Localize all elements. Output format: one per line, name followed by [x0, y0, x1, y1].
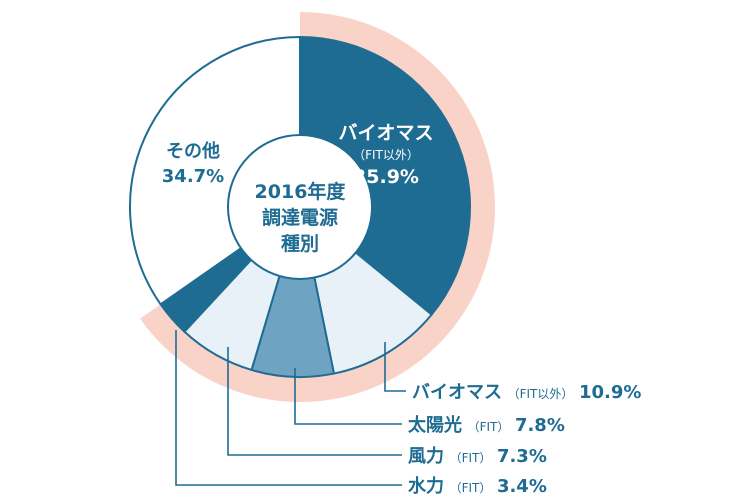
slice-labels-layer: バイオマス （FIT以外） 35.9% その他 34.7% バイオマス （FIT…: [162, 122, 642, 497]
leader-line-wind: [227, 347, 402, 456]
slice-other: [129, 36, 301, 306]
leader-line-hydro: [175, 330, 402, 486]
slice-label-other-name: その他: [166, 140, 220, 162]
external-label-hydro-sub: （FIT）: [450, 481, 492, 495]
external-label-wind: 風力 （FIT） 7.3%: [408, 446, 547, 467]
leader-line-biomass-fit: [384, 342, 406, 392]
external-label-biomass-fit-value: 10.9%: [579, 382, 641, 403]
external-label-solar: 太陽光 （FIT） 7.8%: [408, 414, 565, 436]
external-label-wind-value: 7.3%: [497, 446, 547, 467]
leader-lines-layer: [175, 330, 406, 486]
external-label-solar-sub: （FIT）: [468, 420, 510, 434]
external-label-biomass-fit-name: バイオマス: [412, 382, 502, 403]
external-label-wind-sub: （FIT）: [450, 451, 492, 465]
center-hole: [227, 134, 373, 280]
external-label-solar-value: 7.8%: [515, 415, 565, 436]
slice-label-biomass-value: 35.9%: [353, 166, 419, 188]
center-label-line-2: 調達電源: [262, 206, 338, 229]
leader-line-solar: [294, 368, 402, 425]
external-label-solar-name: 太陽光: [408, 414, 462, 436]
external-label-biomass-fit: バイオマス （FIT以外） 10.9%: [412, 382, 641, 403]
external-label-hydro-name: 水力: [408, 475, 444, 497]
slice-label-biomass-name: バイオマス: [338, 122, 433, 144]
external-label-hydro-value: 3.4%: [497, 476, 547, 497]
center-layer: 2016年度 調達電源 種別: [227, 134, 373, 280]
center-label-line-1: 2016年度: [255, 180, 347, 203]
slice-label-biomass-sub: （FIT以外）: [353, 148, 419, 162]
external-label-wind-name: 風力: [408, 446, 444, 467]
center-label-line-3: 種別: [281, 233, 319, 255]
slice-label-other-value: 34.7%: [162, 166, 224, 187]
slices-layer: [129, 36, 472, 378]
slice-biomass-non-fit: [299, 36, 472, 316]
external-label-hydro: 水力 （FIT） 3.4%: [408, 475, 547, 497]
external-label-biomass-fit-sub: （FIT以外）: [508, 387, 574, 401]
